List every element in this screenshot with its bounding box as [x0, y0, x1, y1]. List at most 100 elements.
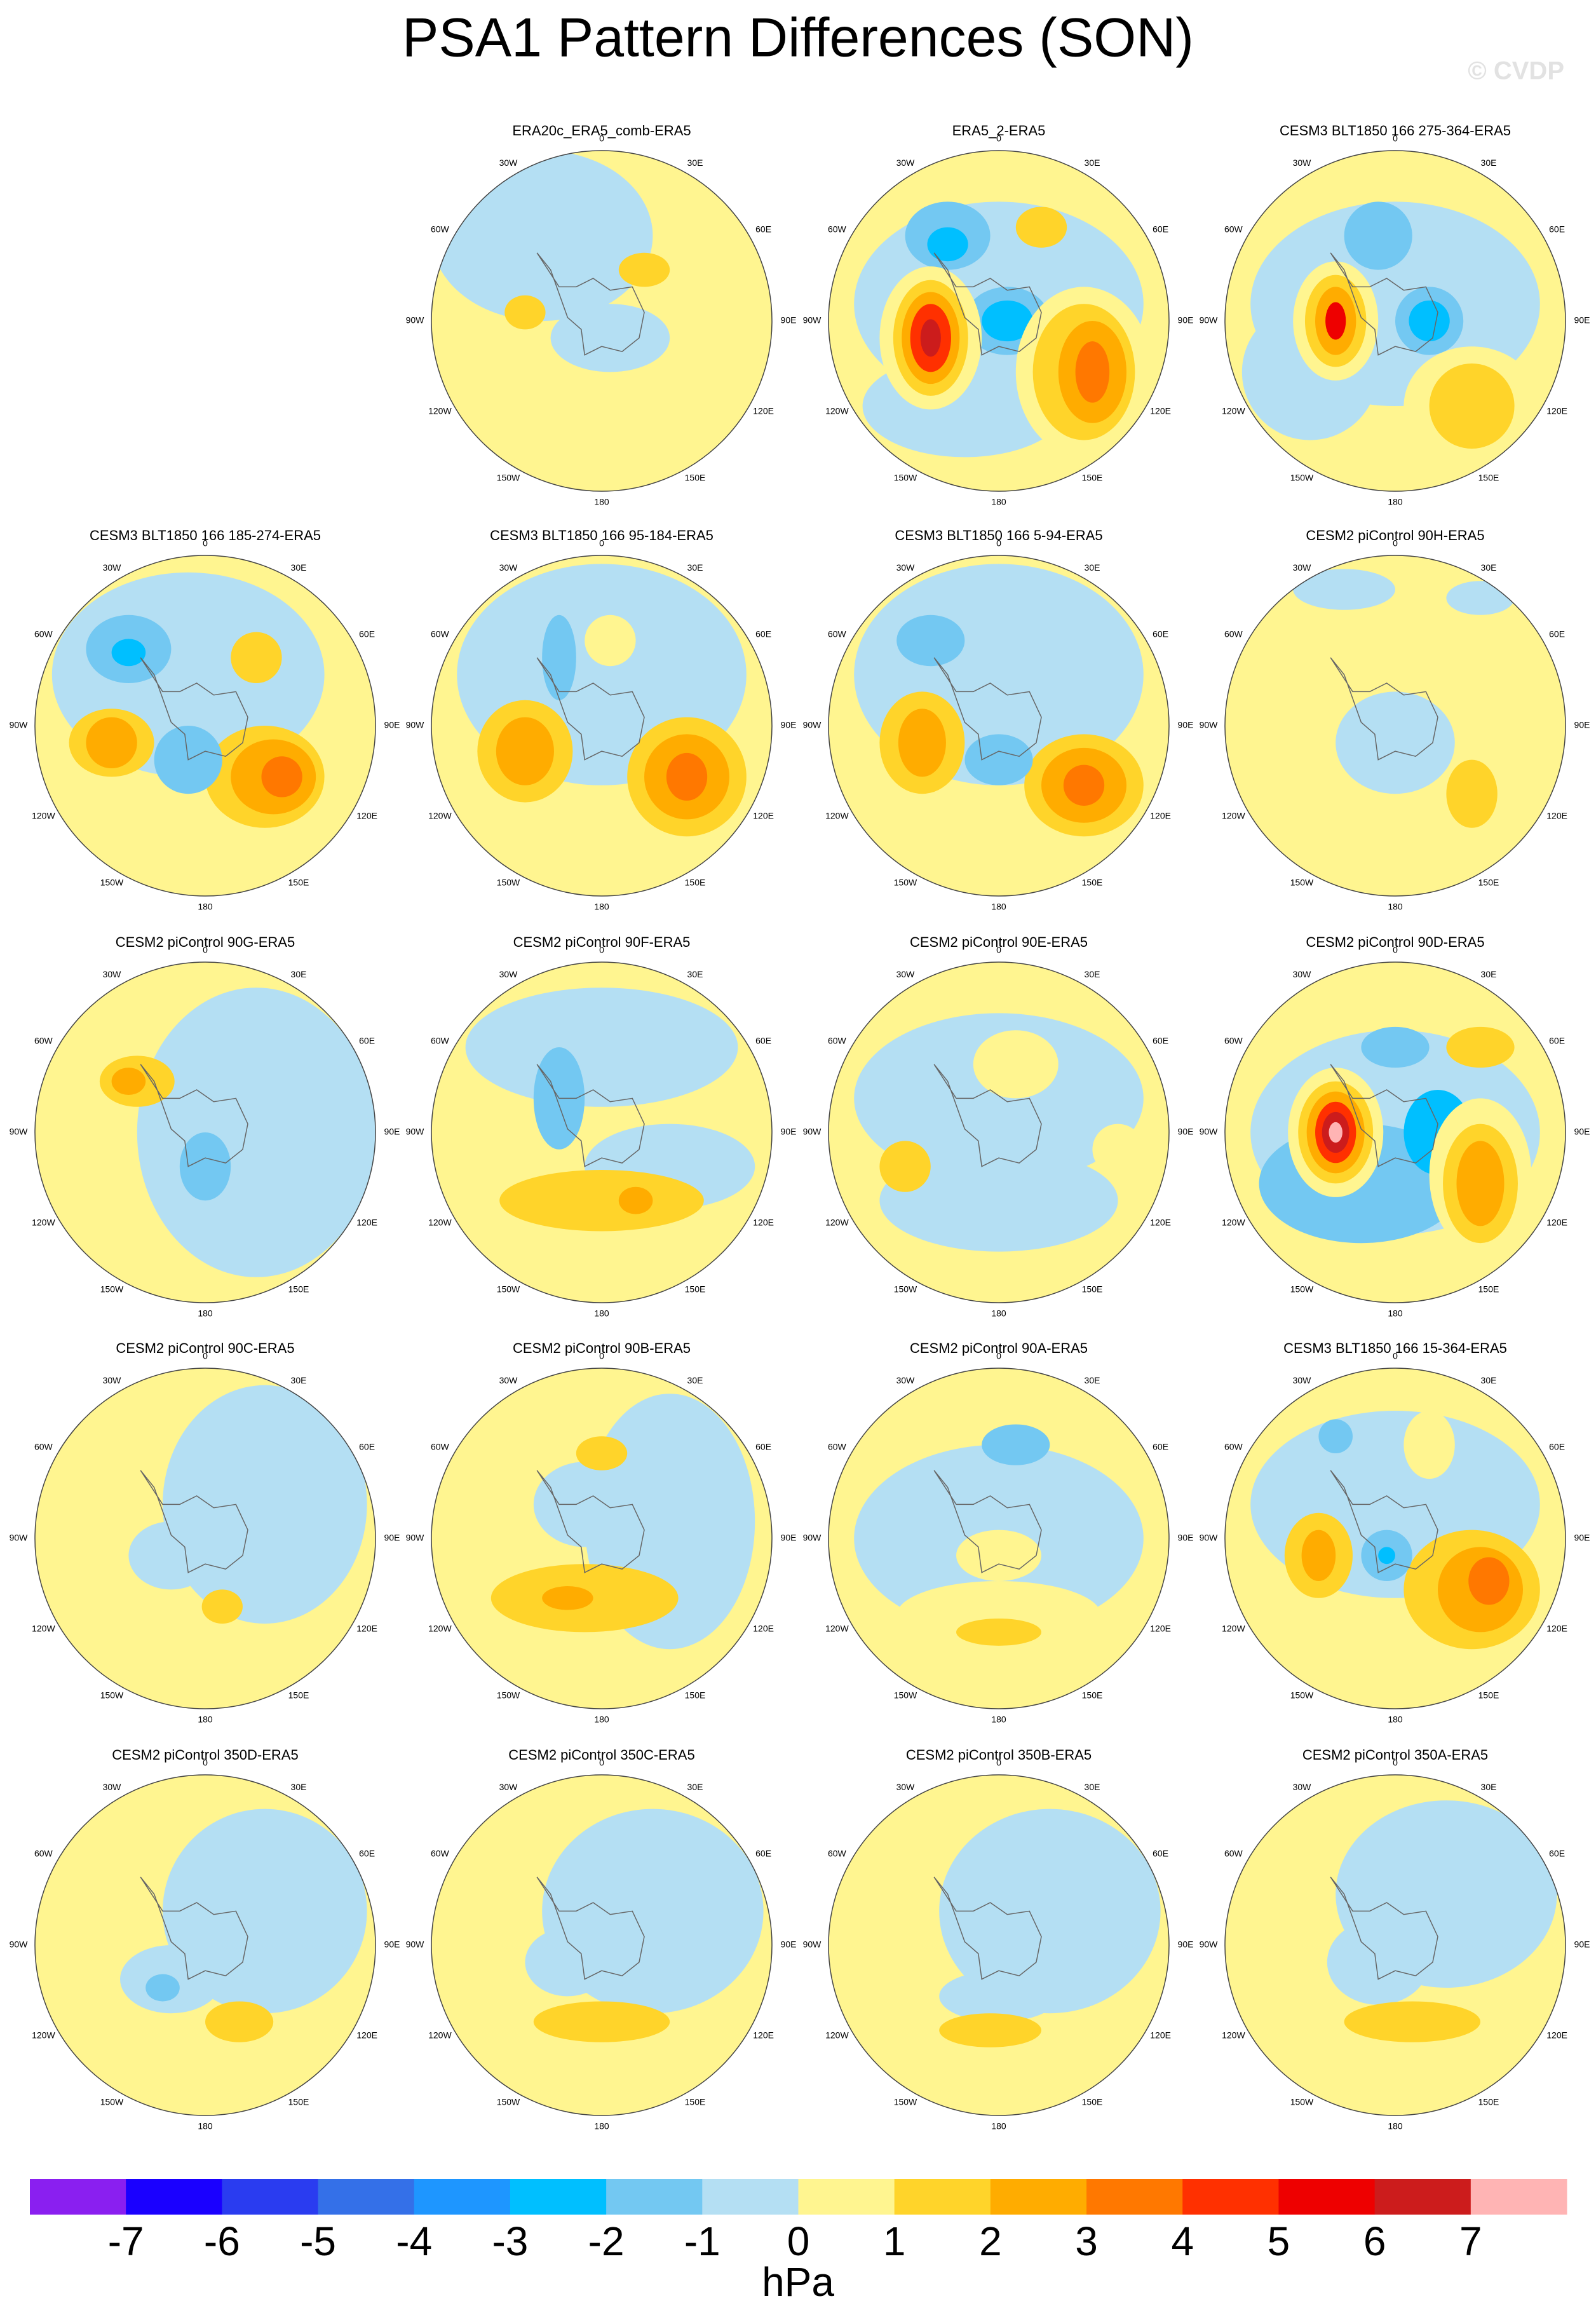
field-contour [1327, 1919, 1430, 2005]
lon-label: 180 [1388, 902, 1403, 912]
lon-label: 120E [1546, 2030, 1567, 2040]
lon-label: 120E [1546, 811, 1567, 821]
lon-label: 150E [685, 2096, 706, 2107]
lon-label: 120E [1150, 406, 1171, 416]
colorbar-box [1470, 2179, 1567, 2215]
map-border [828, 150, 1170, 492]
lon-label: 60W [34, 1036, 53, 1046]
colorbar-box [702, 2179, 799, 2215]
field-contour [1409, 300, 1450, 342]
lon-label: 150E [1478, 1690, 1499, 1700]
lon-label: 90E [1574, 720, 1590, 730]
lon-label: 60E [755, 629, 771, 639]
field-contour [964, 734, 1033, 785]
lon-label: 60E [359, 629, 375, 639]
lon-label: 120E [753, 1218, 774, 1228]
lon-label: 120E [1546, 1218, 1567, 1228]
lon-label: 60W [34, 629, 53, 639]
field-contour [1318, 1419, 1353, 1453]
colorbar-label: -2 [588, 2218, 625, 2264]
field [35, 1775, 375, 2115]
colorbar-box [222, 2179, 319, 2215]
lon-label: 120W [825, 811, 849, 821]
lon-label: 150E [1082, 1284, 1103, 1294]
lon-label: 60E [359, 1036, 375, 1046]
field-contour [1063, 764, 1105, 806]
lon-label: 90E [781, 1127, 797, 1137]
field-contour [920, 319, 941, 357]
panel-title: CESM3 BLT1850 166 275-364-ERA5 [1280, 123, 1511, 139]
colorbar-box [990, 2179, 1087, 2215]
lon-label: 0 [1393, 945, 1398, 955]
lon-label: 60W [34, 1849, 53, 1859]
lon-label: 90E [1178, 315, 1194, 325]
field [1225, 555, 1566, 896]
lon-label: 120W [428, 406, 452, 416]
field-contour [1293, 569, 1395, 610]
lon-label: 150W [1290, 2096, 1314, 2107]
lon-label: 0 [996, 133, 1001, 144]
lon-label: 90W [406, 1939, 425, 1950]
field-contour [973, 1030, 1058, 1099]
field-contour [1456, 1141, 1505, 1226]
coastline [536, 252, 645, 356]
panel-title: CESM2 piControl 90C-ERA5 [116, 1340, 294, 1356]
lon-label: 150W [100, 1690, 124, 1700]
field-contour [956, 1618, 1041, 1646]
field [828, 1775, 1169, 2115]
lon-label: 60W [828, 1442, 847, 1452]
coastline [933, 252, 1042, 356]
field [828, 962, 1169, 1303]
lon-label: 180 [1388, 1714, 1403, 1725]
lon-label: 60E [755, 1849, 771, 1859]
field-contour [499, 1169, 704, 1232]
lon-label: 90W [406, 1127, 425, 1137]
map-border [1224, 1368, 1566, 1709]
lon-label: 120E [753, 406, 774, 416]
lon-label: 30E [687, 1375, 703, 1385]
lon-label: 180 [991, 2121, 1006, 2131]
lon-label: 150W [1290, 877, 1314, 887]
lon-label: 120W [1222, 2030, 1245, 2040]
field-contour [496, 717, 554, 785]
coastline [536, 1877, 645, 1980]
coastline [140, 1470, 248, 1573]
map-border [1224, 555, 1566, 897]
field-contour [982, 1424, 1050, 1465]
field-contour [231, 632, 282, 683]
panel-title: CESM2 piControl 350B-ERA5 [906, 1747, 1092, 1763]
lon-label: 120E [356, 1218, 377, 1228]
lon-label: 120E [753, 1624, 774, 1634]
field [828, 555, 1169, 896]
coastline [933, 657, 1042, 761]
lon-label: 90E [1574, 1533, 1590, 1543]
field-contour [205, 2001, 274, 2042]
lon-label: 0 [599, 1351, 604, 1361]
colorbar-box [1086, 2179, 1183, 2215]
panel-title: CESM2 piControl 90H-ERA5 [1306, 527, 1484, 543]
field-contour [618, 252, 670, 287]
panel-title: ERA20c_ERA5_comb-ERA5 [512, 123, 691, 139]
lon-label: 30E [1085, 562, 1100, 573]
lon-label: 90E [781, 720, 797, 730]
field-contour [1015, 207, 1067, 248]
field [1225, 1368, 1566, 1709]
lon-label: 90E [781, 315, 797, 325]
lon-label: 120E [1546, 1624, 1567, 1634]
lon-label: 120W [1222, 811, 1245, 821]
lon-label: 90W [803, 720, 822, 730]
field-contour [898, 709, 946, 777]
lon-label: 120E [356, 1624, 377, 1634]
panel-title: CESM3 BLT1850 166 95-184-ERA5 [490, 527, 713, 543]
lon-label: 60W [1224, 224, 1243, 234]
lon-label: 60E [1549, 224, 1565, 234]
lon-label: 0 [1393, 538, 1398, 548]
field-contour [1446, 581, 1515, 615]
lon-label: 120W [825, 2030, 849, 2040]
colorbar-box [1182, 2179, 1279, 2215]
